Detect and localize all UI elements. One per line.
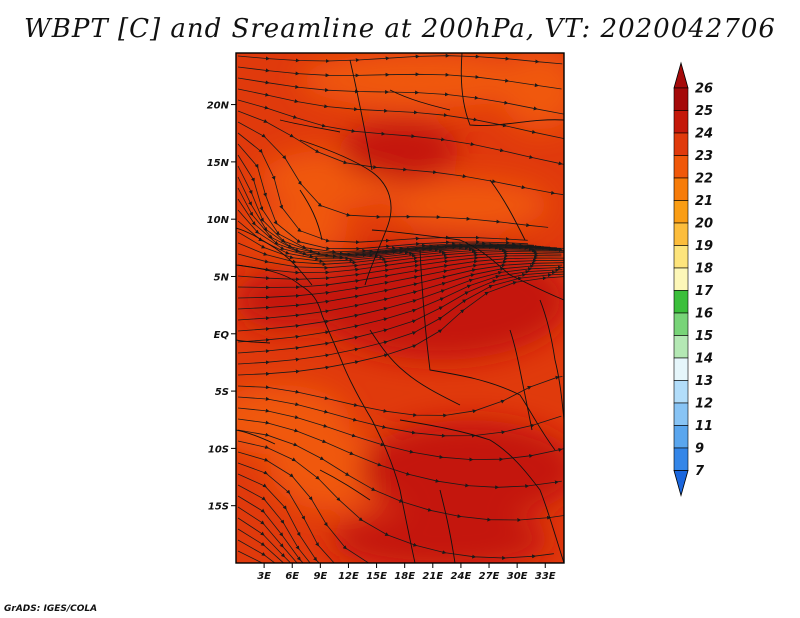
lon-tick-label: 21E <box>422 571 443 582</box>
colorbar-label: 16 <box>695 307 713 322</box>
lat-tick-label: 20N <box>207 101 230 112</box>
colorbar-swatch <box>673 222 689 246</box>
streamlines <box>237 53 564 563</box>
streamline <box>237 53 563 65</box>
colorbar-swatch <box>673 335 689 359</box>
lon-tick-label: 9E <box>313 571 327 582</box>
colorbar-swatch <box>673 425 689 449</box>
chart-title: WBPT [C] and Sreamline at 200hPa, VT: 20… <box>24 14 776 44</box>
colorbar-label: 20 <box>695 217 713 232</box>
lat-tick-label: EQ <box>214 330 230 341</box>
grads-credit: GrADS: IGES/COLA <box>4 604 98 614</box>
lon-tick-label: 24E <box>451 571 472 582</box>
map-panel: 3E 6E 9E 12E 15E 18E 21E 24E 27E 30E 33E 20N 15N 10N… <box>207 52 565 582</box>
colorbar-label: 15 <box>695 329 713 344</box>
colorbar-label: 12 <box>695 397 713 412</box>
colorbar-label: 14 <box>695 352 713 367</box>
lat-tick-label: 15S <box>208 502 229 513</box>
colorbar-label: 11 <box>695 419 713 434</box>
lon-tick-label: 27E <box>479 571 500 582</box>
colorbar-top-arrow <box>673 61 689 89</box>
lat-tick-label: 10N <box>207 215 230 226</box>
colorbar-label: 18 <box>695 262 713 277</box>
colorbar-label: 19 <box>695 239 713 254</box>
colorbar-label: 7 <box>695 464 705 479</box>
colorbar-swatch <box>673 245 689 269</box>
lat-tick-label: 5N <box>214 272 230 283</box>
map-frame <box>235 52 565 564</box>
colorbar-swatch <box>673 132 689 156</box>
lat-tick-label: 10S <box>208 444 229 455</box>
wbpt-field <box>236 53 564 563</box>
colorbar-swatch <box>673 155 689 179</box>
lon-tick-label: 15E <box>366 571 387 582</box>
lon-ticks: 3E 6E 9E 12E 15E 18E 21E 24E 27E 30E 33E <box>257 563 556 582</box>
colorbar-swatch <box>673 110 689 134</box>
colorbar-label: 21 <box>695 194 713 209</box>
colorbar-swatch <box>673 177 689 201</box>
lat-tick-label: 5S <box>215 387 229 398</box>
colorbar: 26 25 24 23 22 21 20 19 18 17 16 15 14 13 12 11 9 7 <box>673 61 714 497</box>
streamline <box>237 517 291 563</box>
colorbar-label: 24 <box>695 127 713 142</box>
colorbar-swatch <box>673 200 689 224</box>
lon-tick-label: 30E <box>507 571 528 582</box>
colorbar-swatch <box>673 87 689 111</box>
colorbar-swatch <box>673 357 689 381</box>
colorbar-swatch <box>673 267 689 291</box>
colorbar-swatch <box>673 447 689 471</box>
colorbar-swatch <box>673 402 689 426</box>
colorbar-swatch <box>673 290 689 314</box>
lon-tick-label: 3E <box>257 571 271 582</box>
colorbar-label: 13 <box>695 374 713 389</box>
lon-tick-label: 33E <box>535 571 556 582</box>
streamline <box>237 539 276 563</box>
lat-ticks: 20N 15N 10N 5N EQ 5S 10S 15S <box>207 101 236 513</box>
coastlines-borders <box>236 53 564 563</box>
lat-tick-label: 15N <box>207 158 230 169</box>
lon-tick-label: 12E <box>338 571 359 582</box>
colorbar-swatch <box>673 380 689 404</box>
lon-tick-label: 6E <box>285 571 299 582</box>
colorbar-label: 9 <box>695 442 704 457</box>
colorbar-label: 22 <box>695 172 713 187</box>
colorbar-label: 25 <box>695 104 713 119</box>
streamline <box>237 550 264 563</box>
streamline <box>237 528 285 563</box>
colorbar-label: 17 <box>695 284 714 299</box>
colorbar-label: 23 <box>695 149 713 164</box>
colorbar-bottom-arrow <box>673 470 689 497</box>
colorbar-swatch <box>673 312 689 336</box>
colorbar-label: 26 <box>695 82 713 97</box>
lon-tick-label: 18E <box>394 571 415 582</box>
streamline <box>237 276 564 376</box>
